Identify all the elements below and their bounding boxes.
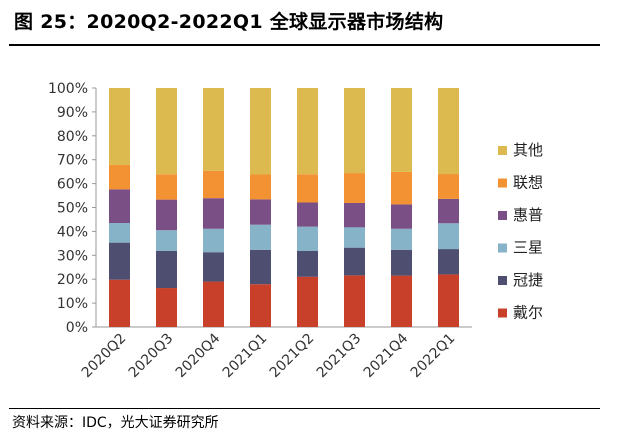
- y-tick-label: 60%: [57, 177, 88, 193]
- bar-segment: [438, 198, 459, 224]
- bar-segment: [391, 204, 412, 229]
- bar-segment: [250, 224, 271, 250]
- bar-segment: [438, 249, 459, 275]
- bar-segment: [344, 227, 365, 248]
- x-tick-label: 2022Q1: [408, 331, 459, 382]
- x-tick-label: 2021Q4: [361, 330, 412, 381]
- legend-label: 其他: [513, 141, 543, 159]
- source-rule: [9, 408, 600, 409]
- title-rule: [9, 44, 600, 46]
- legend-swatch: [498, 146, 507, 155]
- bar-segment: [203, 281, 224, 327]
- legend-label: 戴尔: [513, 304, 543, 322]
- y-tick-label: 10%: [57, 296, 88, 312]
- bar-segment: [438, 274, 459, 327]
- bar-segment: [438, 88, 459, 175]
- bar-segment: [250, 284, 271, 327]
- y-tick-label: 90%: [57, 105, 88, 121]
- bar-segment: [391, 88, 412, 172]
- bar-segment: [203, 88, 224, 171]
- bar-segment: [250, 249, 271, 285]
- bar-segment: [391, 228, 412, 250]
- legend-label: 冠捷: [513, 271, 543, 289]
- bar-segment: [344, 88, 365, 174]
- y-tick-label: 100%: [48, 81, 88, 97]
- bar-segment: [203, 228, 224, 253]
- y-tick-label: 40%: [57, 224, 88, 240]
- bar-segment: [297, 174, 318, 203]
- bar-segment: [156, 174, 177, 200]
- legend-swatch: [498, 276, 507, 285]
- bar-segment: [109, 242, 130, 280]
- x-tick-label: 2021Q2: [267, 331, 318, 382]
- legend-label: 三星: [513, 239, 543, 257]
- bar-segment: [250, 174, 271, 200]
- bar-segment: [297, 88, 318, 175]
- bar-segment: [297, 250, 318, 277]
- bar-segment: [156, 230, 177, 251]
- y-tick-label: 50%: [57, 201, 88, 217]
- x-tick-label: 2020Q2: [79, 331, 130, 382]
- legend-swatch: [498, 178, 507, 188]
- bar-segment: [344, 275, 365, 327]
- x-tick-label: 2021Q3: [314, 331, 365, 382]
- y-tick-label: 70%: [57, 153, 88, 169]
- bar-segment: [391, 275, 412, 327]
- bar-segment: [250, 88, 271, 175]
- source-note: 资料来源：IDC，光大证券研究所: [12, 415, 219, 431]
- bar-segment: [109, 164, 130, 190]
- bar-segment: [297, 226, 318, 251]
- figure-title: 图 25：2020Q2-2022Q1 全球显示器市场结构: [14, 11, 444, 33]
- legend-swatch: [498, 308, 507, 318]
- bar-segment: [344, 173, 365, 203]
- bar-segment: [250, 199, 271, 225]
- x-tick-label: 2021Q1: [220, 331, 271, 382]
- bar-segment: [156, 288, 177, 327]
- bar-segment: [203, 198, 224, 229]
- bar-segment: [156, 250, 177, 289]
- bar-segment: [156, 199, 177, 231]
- legend-swatch: [498, 243, 507, 253]
- bar-segment: [203, 170, 224, 199]
- bar-segment: [109, 223, 130, 243]
- y-tick-label: 0%: [66, 320, 88, 336]
- bar-segment: [344, 202, 365, 228]
- legend-swatch: [498, 211, 507, 220]
- x-tick-label: 2020Q3: [126, 331, 177, 382]
- y-tick-label: 80%: [57, 129, 88, 145]
- bar-segment: [438, 223, 459, 250]
- y-tick-label: 20%: [57, 272, 88, 288]
- bar-segment: [297, 202, 318, 227]
- bar-segment: [391, 171, 412, 205]
- legend-label: 惠普: [513, 206, 543, 224]
- bar-segment: [109, 88, 130, 165]
- bar-segment: [344, 247, 365, 276]
- bar-segment: [109, 189, 130, 224]
- bar-segment: [156, 88, 177, 175]
- bar-segment: [297, 276, 318, 327]
- bar-segment: [391, 249, 412, 276]
- bar-segment: [438, 174, 459, 199]
- x-tick-label: 2020Q4: [173, 330, 224, 381]
- y-tick-label: 30%: [57, 248, 88, 264]
- bar-segment: [109, 279, 130, 327]
- legend-label: 联想: [513, 174, 543, 192]
- bar-segment: [203, 252, 224, 282]
